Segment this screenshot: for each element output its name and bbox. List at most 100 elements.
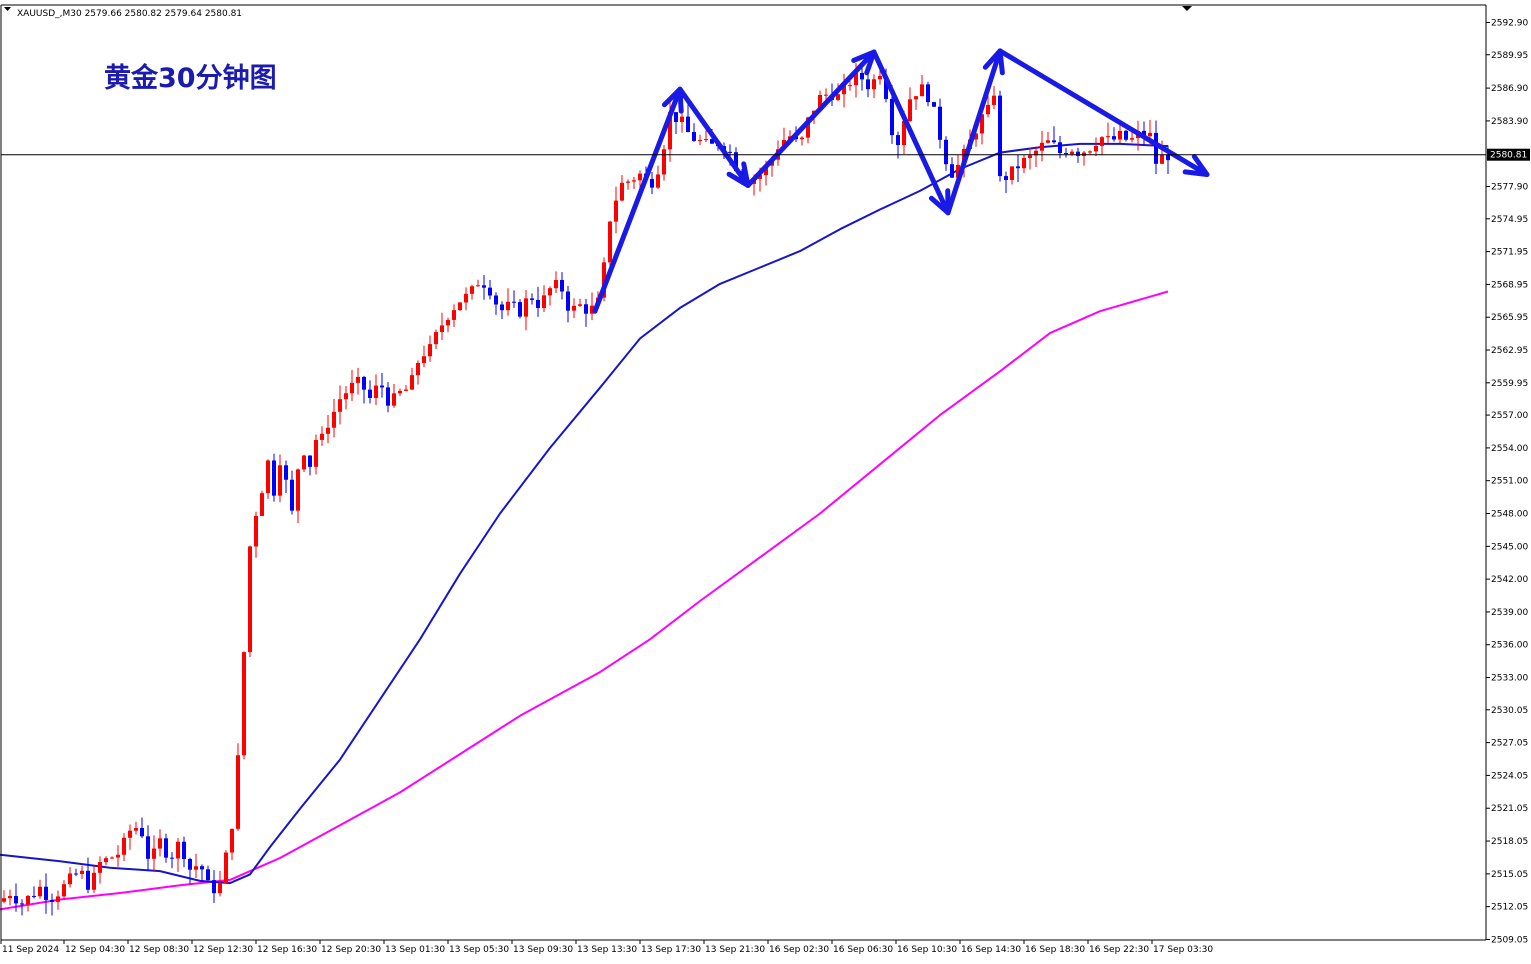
candle-body (230, 828, 234, 853)
candle-body (608, 221, 612, 263)
candle-body (824, 94, 828, 96)
candle-body (20, 903, 24, 905)
candle-body (206, 869, 210, 881)
candle-body (506, 301, 510, 311)
candle-body (560, 279, 564, 292)
candle-body (1112, 136, 1116, 140)
candle-body (764, 165, 768, 176)
candle-body (1022, 157, 1026, 169)
candle-body (470, 286, 474, 294)
trend-arrow-line (592, 86, 683, 314)
candle-body (14, 895, 18, 904)
candle-body (428, 344, 432, 357)
x-tick-label: 12 Sep 20:30 (321, 945, 381, 955)
candle-body (140, 828, 144, 837)
y-tick-label: 2589.95 (1491, 51, 1528, 61)
x-tick-label: 16 Sep 14:30 (961, 945, 1021, 955)
candle-body (74, 873, 78, 875)
x-tick-label: 13 Sep 01:30 (385, 945, 445, 955)
candle-body (488, 287, 492, 296)
candle-body (308, 455, 312, 467)
candle-body (410, 375, 414, 390)
candle-body (992, 95, 996, 105)
candle-body (452, 310, 456, 320)
candle-body (542, 295, 546, 309)
candle-body (194, 866, 198, 870)
candle-body (1148, 132, 1152, 137)
candle-body (872, 79, 876, 90)
candle-body (1130, 138, 1134, 140)
candle-body (896, 135, 900, 146)
y-tick-label: 2583.90 (1491, 117, 1528, 127)
y-tick-label: 2565.95 (1491, 313, 1528, 323)
candle-body (416, 362, 420, 376)
y-tick-label: 2515.05 (1491, 870, 1528, 880)
candle-body (434, 332, 438, 345)
chart-frame (0, 4, 1487, 941)
candle-body (482, 285, 486, 288)
candle-body (584, 304, 588, 314)
y-tick-label: 2518.05 (1491, 837, 1528, 847)
triangle-down-icon[interactable] (4, 7, 11, 11)
candle-body (1016, 166, 1020, 169)
candle-body (734, 152, 738, 172)
x-tick-label: 12 Sep 04:30 (65, 945, 125, 955)
candle-body (848, 85, 852, 87)
candle-body (386, 387, 390, 406)
candle-body (674, 112, 678, 123)
candle-body (860, 72, 864, 80)
chart-shift-marker-icon[interactable] (1182, 6, 1192, 11)
candle-body (932, 102, 936, 107)
trend-arrow-line (871, 49, 951, 216)
candle-body (362, 376, 366, 390)
candle-body (530, 298, 534, 300)
candle-body (614, 200, 618, 222)
candle-body (122, 837, 126, 855)
candle-body (62, 884, 66, 897)
candle-body (698, 139, 702, 141)
candle-body (176, 841, 180, 859)
y-tick-label: 2512.05 (1491, 903, 1528, 913)
candle-body (242, 652, 246, 756)
candle-body (578, 304, 582, 306)
candle-body (218, 883, 222, 894)
candle-body (374, 385, 378, 398)
candle-body (80, 870, 84, 874)
candle-body (68, 873, 72, 885)
y-tick-label: 2592.90 (1491, 18, 1528, 28)
candle-body (1004, 176, 1008, 180)
y-tick-label: 2548.00 (1491, 510, 1528, 520)
candle-body (86, 870, 90, 890)
candle-body (878, 75, 882, 80)
candle-body (464, 293, 468, 303)
candle-body (926, 84, 930, 103)
candle-body (344, 393, 348, 400)
candle-body (356, 376, 360, 383)
x-axis: 11 Sep 2024 12 Sep 04:30 12 Sep 08:30 12 Se… (0, 940, 1213, 955)
candle-body (380, 385, 384, 388)
candle-body (500, 304, 504, 311)
candle-body (638, 173, 642, 181)
candle-body (512, 301, 516, 303)
candle-body (158, 838, 162, 849)
candle-body (350, 382, 354, 394)
candle-body (626, 181, 630, 183)
candle-body (8, 895, 12, 899)
candle-body (494, 295, 498, 305)
chart-title: 黄金30分钟图 (104, 62, 277, 94)
candle-body (2, 898, 6, 902)
x-tick-label: 16 Sep 18:30 (1025, 945, 1085, 955)
candle-body (1064, 153, 1068, 155)
candle-body (146, 836, 150, 859)
candle-body (50, 899, 54, 902)
candle-body (254, 515, 258, 547)
y-tick-label: 2551.00 (1491, 477, 1528, 487)
ma-slow-line (0, 290, 1169, 911)
candle-body (1154, 132, 1158, 164)
x-tick-label: 16 Sep 02:30 (769, 945, 829, 955)
y-tick-label: 2542.00 (1491, 575, 1528, 585)
y-tick-label: 2554.00 (1491, 444, 1528, 454)
candle-body (260, 493, 264, 516)
candle-body (458, 302, 462, 311)
